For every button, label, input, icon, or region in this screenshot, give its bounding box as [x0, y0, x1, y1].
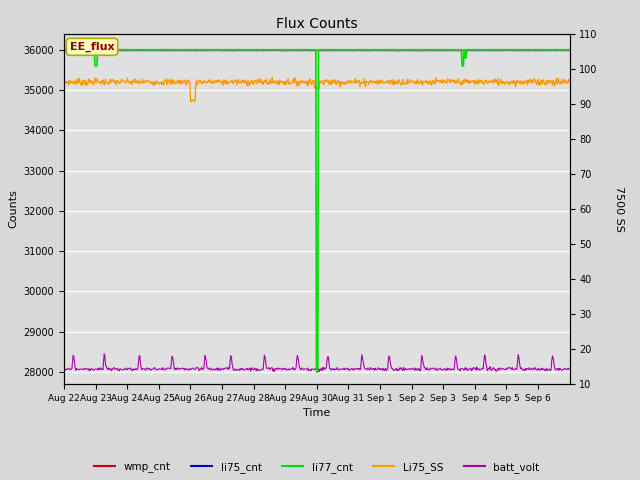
Legend: wmp_cnt, li75_cnt, li77_cnt, Li75_SS, batt_volt: wmp_cnt, li75_cnt, li77_cnt, Li75_SS, ba… — [90, 457, 543, 477]
X-axis label: Time: Time — [303, 408, 330, 418]
Title: Flux Counts: Flux Counts — [276, 17, 358, 31]
Y-axis label: 7500 SS: 7500 SS — [614, 186, 625, 232]
Text: EE_flux: EE_flux — [70, 42, 115, 52]
Y-axis label: Counts: Counts — [8, 190, 18, 228]
